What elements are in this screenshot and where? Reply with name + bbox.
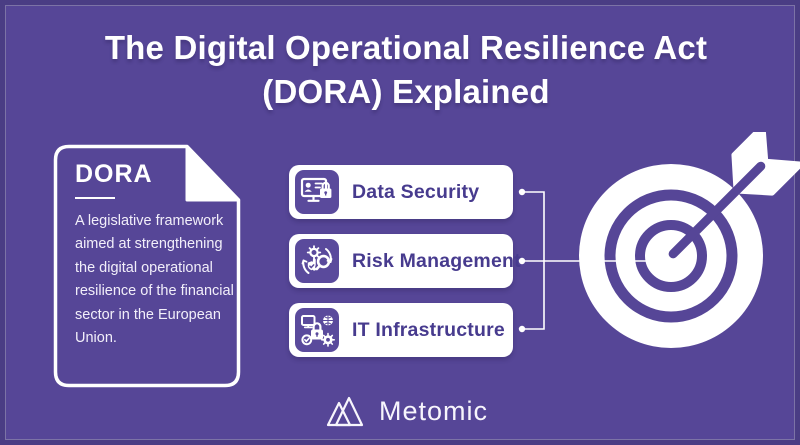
it-systems-grid-icon [295, 308, 339, 352]
pillar-it-infrastructure: IT Infrastructure [289, 303, 513, 357]
pillar-label: IT Infrastructure [352, 318, 505, 341]
infographic-background: The Digital Operational Resilience Act (… [6, 6, 800, 439]
card-content: DORA A legislative framework aimed at st… [75, 160, 239, 351]
page-title-line2: (DORA) Explained [262, 73, 550, 110]
page-title-line1: The Digital Operational Resilience Act [104, 29, 708, 66]
pillar-label: Data Security [352, 180, 480, 203]
pillar-label: Risk Management [352, 249, 521, 272]
card-heading: DORA [75, 160, 153, 188]
folded-note-card-icon [53, 144, 241, 388]
page-title: The Digital Operational Resilience Act (… [6, 26, 800, 114]
monitor-user-lock-icon [295, 170, 339, 214]
risk-gear-magnifier-icon [295, 239, 339, 283]
pillar-data-security: Data Security [289, 165, 513, 219]
brand-footer: Metomic [6, 388, 800, 434]
card-body-text: A legislative framework aimed at strengt… [75, 213, 234, 347]
brand-name: Metomic [378, 395, 488, 426]
dora-definition-card: DORA A legislative framework aimed at st… [53, 144, 241, 388]
connector-lines [518, 188, 666, 333]
pillar-risk-management: Risk Management [289, 234, 521, 288]
card-heading-underline [75, 197, 115, 199]
metomic-mountains-icon [326, 396, 364, 427]
bullseye-dart-icon [579, 132, 800, 348]
